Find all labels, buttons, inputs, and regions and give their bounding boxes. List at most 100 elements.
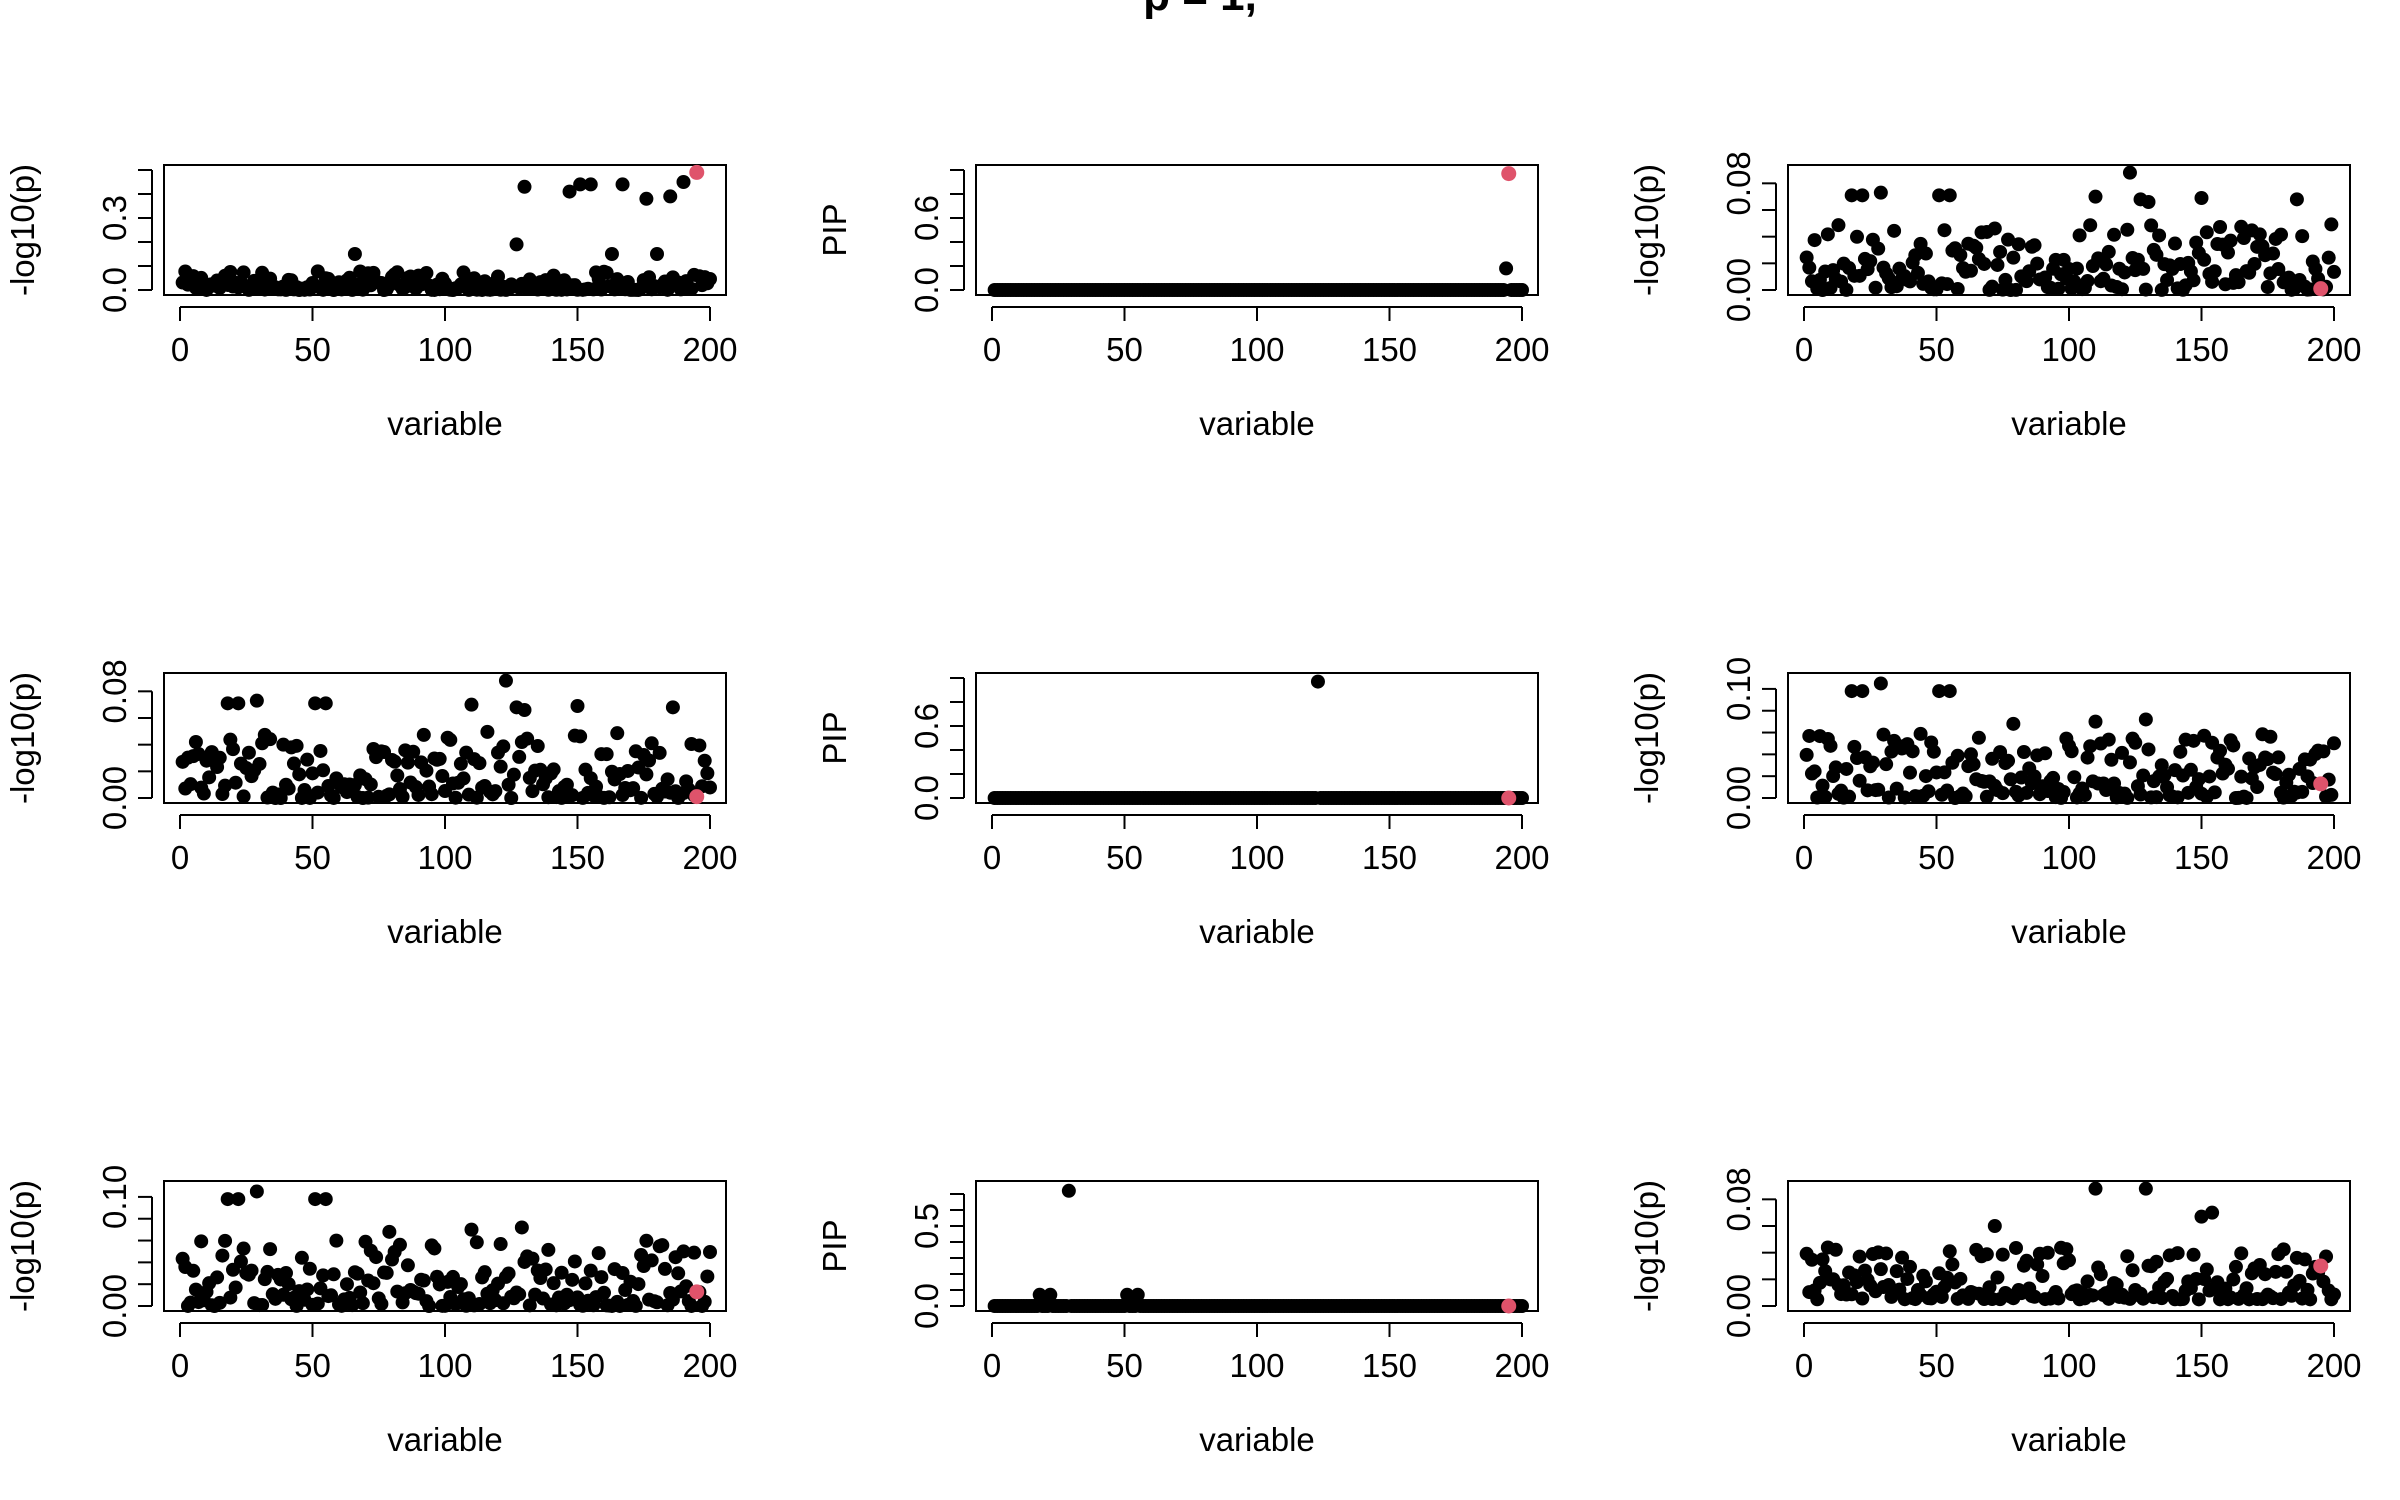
highlight-point (2313, 1258, 2329, 1274)
data-point (308, 1192, 323, 1207)
data-point (406, 744, 421, 759)
highlight-point (1501, 790, 1517, 806)
data-point (416, 1273, 431, 1288)
x-tick-label: 50 (294, 839, 331, 876)
data-point (1823, 738, 1838, 753)
x-axis-label: variable (2011, 913, 2127, 950)
x-tick-label: 50 (1106, 331, 1143, 368)
data-point (639, 191, 654, 206)
data-point (353, 1285, 368, 1300)
data-point (2080, 1274, 2095, 1289)
y-tick-label: 0.00 (1720, 1274, 1757, 1338)
data-point (2263, 729, 2278, 744)
data-point (366, 1276, 381, 1291)
data-point (294, 1250, 309, 1265)
data-point (419, 266, 434, 281)
data-point (2072, 228, 2087, 243)
data-point (1895, 1250, 1910, 1265)
panel-top-left: 0 50 100 150 200 variable 0.0 0.3 -log10(p) (4, 164, 738, 442)
data-point (1903, 765, 1917, 780)
data-point (1863, 254, 1878, 269)
data-point (218, 778, 233, 793)
data-point (1855, 684, 1870, 699)
x-tick-label: 100 (1229, 1347, 1284, 1384)
data-point (416, 727, 431, 742)
data-point (1963, 263, 1978, 278)
data-point (504, 790, 519, 805)
data-point (432, 751, 447, 766)
x-tick-label: 100 (417, 839, 472, 876)
series-points (1799, 165, 2341, 297)
x-tick-label: 200 (682, 1347, 737, 1384)
data-point (559, 777, 574, 792)
x-tick-label: 50 (294, 1347, 331, 1384)
data-point (273, 790, 288, 805)
data-point (1926, 744, 1941, 759)
y-axis-label: PIP (816, 203, 853, 256)
data-point (363, 777, 378, 792)
data-point (1032, 1287, 1047, 1302)
data-point (599, 747, 614, 762)
data-point (2186, 273, 2201, 288)
data-point (292, 767, 307, 782)
panel-bottom-left: 0 50 100 150 200 variable 0.00 0.10 -log10(p) (4, 1165, 738, 1458)
data-point (1839, 282, 1854, 297)
data-point (2144, 218, 2159, 233)
series-points (1799, 676, 2341, 805)
data-point (2207, 264, 2222, 279)
data-point (218, 1233, 233, 1248)
data-point (650, 247, 664, 261)
x-tick-label: 50 (1106, 1347, 1143, 1384)
data-point (2221, 245, 2235, 260)
figure-title: p = 1, (1143, 0, 1257, 20)
data-point (1847, 739, 1862, 754)
data-point (2138, 1181, 2153, 1196)
data-point (289, 738, 304, 753)
data-point (1945, 1257, 1960, 1272)
data-point (400, 755, 415, 770)
data-point (1985, 279, 2000, 294)
data-point (1061, 1183, 1076, 1198)
data-point (249, 693, 264, 708)
data-point (652, 745, 667, 760)
data-point (2327, 264, 2341, 279)
data-point (583, 177, 598, 192)
data-point (1807, 764, 1822, 779)
x-tick-label: 0 (983, 1347, 1001, 1384)
data-point (1887, 223, 1902, 238)
data-point (215, 1248, 230, 1263)
data-point (302, 1261, 317, 1276)
data-point (443, 732, 458, 747)
y-tick-label: 0.08 (96, 659, 133, 723)
x-tick-label: 150 (1362, 839, 1417, 876)
data-point (2083, 218, 2098, 233)
data-point (1828, 1242, 1843, 1257)
data-point (1855, 188, 1870, 203)
data-point (2009, 1240, 2023, 1255)
data-point (2324, 217, 2339, 232)
x-tick-label: 200 (2306, 331, 2361, 368)
data-point (2099, 257, 2114, 272)
data-point (241, 745, 256, 760)
x-tick-label: 200 (682, 331, 737, 368)
data-point (1979, 789, 1994, 804)
data-point (228, 1280, 243, 1295)
data-point (2120, 1249, 2135, 1264)
data-point (424, 787, 439, 802)
data-point (2170, 790, 2185, 805)
data-point (2138, 282, 2153, 297)
y-tick-label: 0.0 (908, 775, 945, 821)
data-point (650, 1295, 664, 1310)
data-point (2226, 738, 2241, 753)
data-point (570, 699, 585, 713)
highlight-point (689, 164, 705, 180)
data-point (2327, 736, 2341, 751)
data-point (1850, 229, 1864, 244)
data-point (700, 1269, 715, 1284)
data-point (1950, 748, 1965, 763)
plot-frame (975, 164, 1539, 296)
data-point (419, 763, 434, 778)
data-point (260, 1264, 275, 1279)
data-point (493, 759, 508, 774)
data-point (703, 271, 717, 286)
